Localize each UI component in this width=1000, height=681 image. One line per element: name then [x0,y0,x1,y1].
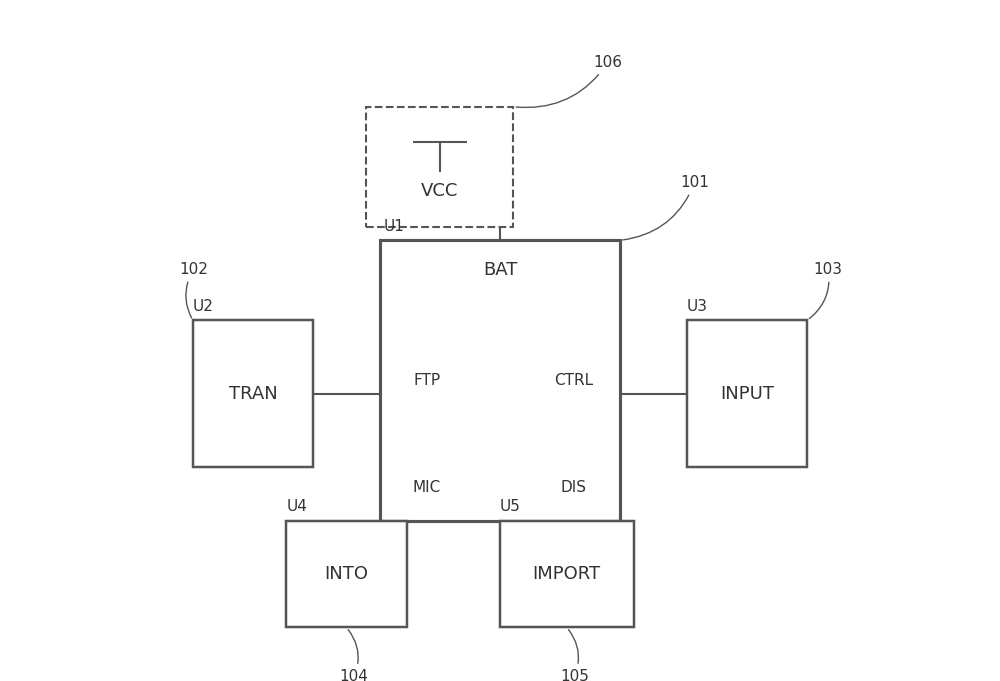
Text: VCC: VCC [421,182,459,200]
Text: DIS: DIS [560,480,586,495]
Text: BAT: BAT [483,262,517,279]
Text: INTO: INTO [324,565,368,583]
Text: FTP: FTP [413,373,440,388]
Text: 101: 101 [623,175,709,240]
Text: U4: U4 [286,499,307,514]
Text: TRAN: TRAN [229,385,277,403]
Text: CTRL: CTRL [554,373,593,388]
FancyBboxPatch shape [380,240,620,521]
Text: 106: 106 [516,54,622,108]
FancyBboxPatch shape [500,521,634,627]
Text: 104: 104 [340,630,369,681]
FancyBboxPatch shape [193,320,313,467]
Text: U3: U3 [687,299,708,314]
Text: U5: U5 [500,499,521,514]
Text: IMPORT: IMPORT [533,565,601,583]
Text: 105: 105 [560,630,589,681]
Text: INPUT: INPUT [720,385,774,403]
FancyBboxPatch shape [366,107,513,227]
Text: MIC: MIC [412,480,441,495]
Text: U1: U1 [383,219,404,234]
FancyBboxPatch shape [286,521,407,627]
Text: 103: 103 [809,262,843,319]
Text: U2: U2 [193,299,214,314]
Text: 102: 102 [180,262,208,318]
FancyBboxPatch shape [687,320,807,467]
